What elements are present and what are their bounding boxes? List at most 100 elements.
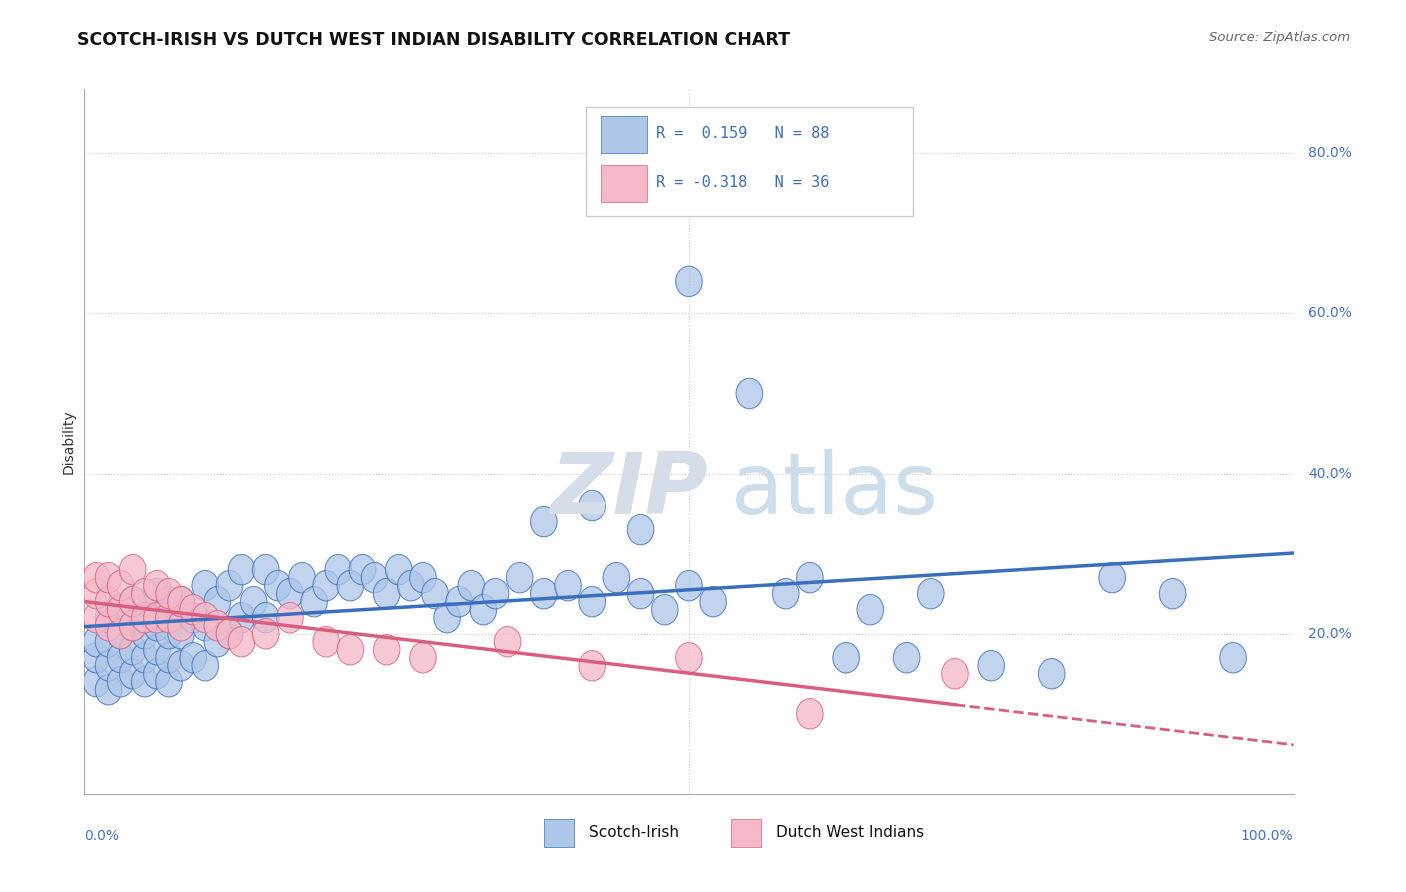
Ellipse shape	[579, 586, 606, 617]
Ellipse shape	[204, 586, 231, 617]
Ellipse shape	[120, 586, 146, 617]
Ellipse shape	[107, 666, 134, 697]
Ellipse shape	[107, 594, 134, 625]
Ellipse shape	[143, 610, 170, 641]
Ellipse shape	[83, 626, 110, 657]
Ellipse shape	[253, 618, 278, 649]
Ellipse shape	[132, 594, 157, 625]
Ellipse shape	[1039, 658, 1064, 689]
Ellipse shape	[422, 579, 449, 609]
Ellipse shape	[446, 586, 472, 617]
Ellipse shape	[676, 266, 702, 297]
Ellipse shape	[83, 602, 110, 633]
Ellipse shape	[579, 650, 606, 681]
Ellipse shape	[107, 642, 134, 673]
Ellipse shape	[603, 563, 630, 593]
Text: R = -0.318   N = 36: R = -0.318 N = 36	[657, 176, 830, 190]
Ellipse shape	[120, 586, 146, 617]
Ellipse shape	[240, 586, 267, 617]
Ellipse shape	[409, 642, 436, 673]
Ellipse shape	[676, 571, 702, 601]
Ellipse shape	[156, 666, 183, 697]
FancyBboxPatch shape	[731, 819, 762, 847]
FancyBboxPatch shape	[544, 819, 574, 847]
Ellipse shape	[288, 563, 315, 593]
Ellipse shape	[107, 618, 134, 649]
Y-axis label: Disability: Disability	[62, 409, 76, 474]
Ellipse shape	[217, 618, 243, 649]
Ellipse shape	[1220, 642, 1246, 673]
Ellipse shape	[374, 634, 399, 665]
Ellipse shape	[314, 626, 339, 657]
Ellipse shape	[96, 602, 122, 633]
Ellipse shape	[180, 602, 207, 633]
Ellipse shape	[361, 563, 388, 593]
Ellipse shape	[193, 602, 218, 633]
Ellipse shape	[96, 626, 122, 657]
Text: 0.0%: 0.0%	[84, 830, 120, 843]
Ellipse shape	[204, 610, 231, 641]
Text: 100.0%: 100.0%	[1241, 830, 1294, 843]
Text: R =  0.159   N = 88: R = 0.159 N = 88	[657, 126, 830, 141]
Ellipse shape	[337, 571, 364, 601]
Ellipse shape	[314, 571, 339, 601]
Ellipse shape	[193, 571, 218, 601]
Ellipse shape	[797, 698, 823, 729]
Ellipse shape	[156, 586, 183, 617]
Ellipse shape	[918, 579, 943, 609]
Ellipse shape	[156, 642, 183, 673]
Ellipse shape	[301, 586, 328, 617]
Ellipse shape	[277, 602, 304, 633]
Ellipse shape	[96, 674, 122, 705]
Ellipse shape	[83, 666, 110, 697]
Text: 60.0%: 60.0%	[1308, 307, 1353, 320]
Ellipse shape	[482, 579, 509, 609]
Ellipse shape	[143, 602, 170, 633]
Ellipse shape	[120, 658, 146, 689]
Ellipse shape	[772, 579, 799, 609]
Ellipse shape	[228, 626, 254, 657]
Ellipse shape	[143, 634, 170, 665]
Ellipse shape	[277, 579, 304, 609]
Ellipse shape	[132, 618, 157, 649]
Ellipse shape	[651, 594, 678, 625]
Ellipse shape	[167, 586, 194, 617]
Text: ZIP: ZIP	[550, 450, 707, 533]
Ellipse shape	[143, 579, 170, 609]
Ellipse shape	[132, 642, 157, 673]
Ellipse shape	[737, 378, 762, 409]
Ellipse shape	[858, 594, 883, 625]
Ellipse shape	[107, 594, 134, 625]
Ellipse shape	[495, 626, 520, 657]
Ellipse shape	[374, 579, 399, 609]
Ellipse shape	[204, 626, 231, 657]
Ellipse shape	[217, 618, 243, 649]
Ellipse shape	[132, 602, 157, 633]
Ellipse shape	[797, 563, 823, 593]
Ellipse shape	[156, 579, 183, 609]
FancyBboxPatch shape	[586, 107, 912, 216]
Ellipse shape	[167, 610, 194, 641]
Ellipse shape	[96, 586, 122, 617]
Ellipse shape	[167, 650, 194, 681]
Text: 40.0%: 40.0%	[1308, 467, 1351, 481]
Ellipse shape	[96, 563, 122, 593]
Ellipse shape	[349, 555, 375, 585]
Ellipse shape	[167, 618, 194, 649]
Ellipse shape	[627, 515, 654, 545]
Text: Dutch West Indians: Dutch West Indians	[776, 825, 924, 840]
Ellipse shape	[893, 642, 920, 673]
Ellipse shape	[107, 571, 134, 601]
Text: Scotch-Irish: Scotch-Irish	[589, 825, 679, 840]
Ellipse shape	[132, 666, 157, 697]
Ellipse shape	[470, 594, 496, 625]
Ellipse shape	[217, 571, 243, 601]
Ellipse shape	[458, 571, 485, 601]
Ellipse shape	[676, 642, 702, 673]
Ellipse shape	[1099, 563, 1125, 593]
Ellipse shape	[143, 571, 170, 601]
Ellipse shape	[700, 586, 727, 617]
Ellipse shape	[83, 563, 110, 593]
Ellipse shape	[264, 571, 291, 601]
Ellipse shape	[530, 579, 557, 609]
